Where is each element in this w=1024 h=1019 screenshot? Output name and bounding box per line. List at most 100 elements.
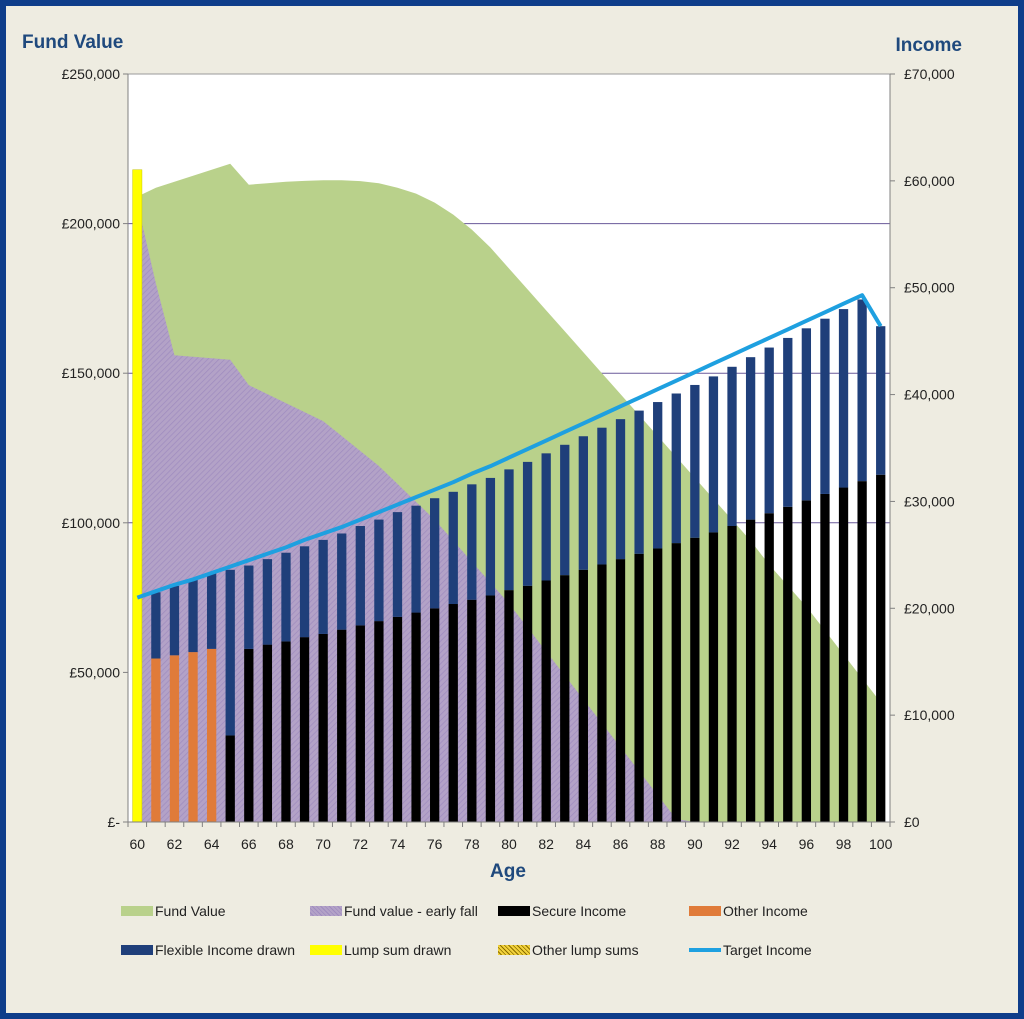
x-tick-label: 82: [538, 836, 554, 852]
right-tick-label: £50,000: [904, 280, 955, 296]
flexible-income-bar: [318, 539, 328, 634]
x-tick-label: 72: [353, 836, 369, 852]
secure-income-bar: [634, 553, 644, 822]
secure-income-bar: [281, 641, 291, 822]
flexible-income-bar: [745, 357, 756, 520]
secure-income-bar: [244, 648, 254, 822]
flexible-income-bar: [615, 419, 626, 560]
secure-income-bar: [690, 537, 700, 822]
secure-income-bar: [411, 612, 421, 822]
right-tick-label: £30,000: [904, 493, 955, 509]
flexible-income-bar: [392, 512, 403, 617]
chart-frame: £- £50,000 £100,000 £150,000 £200,000 £250,00…: [6, 6, 1018, 1013]
flexible-income-bar: [485, 477, 496, 596]
secure-income-bar: [430, 608, 440, 822]
right-tick-label: £20,000: [904, 600, 955, 616]
flexible-income-bar: [374, 519, 384, 622]
flexible-income-bar: [411, 505, 421, 613]
x-tick-label: 80: [501, 836, 517, 852]
left-tick-label: £50,000: [69, 664, 120, 680]
secure-income-bar: [876, 474, 886, 822]
x-tick-label: 70: [315, 836, 331, 852]
chart-svg: £- £50,000 £100,000 £150,000 £200,000 £250,00…: [62, 66, 955, 852]
x-tick-label: 76: [427, 836, 443, 852]
secure-income-bar: [708, 532, 719, 822]
secure-income-bar: [225, 735, 235, 822]
x-tick-label: 60: [130, 836, 146, 852]
x-tick-label: 88: [650, 836, 666, 852]
secure-income-bar: [392, 616, 403, 822]
flexible-income-bar: [801, 328, 812, 501]
flexible-income-bar: [151, 592, 161, 659]
flexible-income-bar: [225, 569, 235, 736]
secure-income-bar: [820, 493, 830, 822]
secure-income-bar: [727, 526, 737, 822]
flexible-income-bar: [522, 461, 533, 586]
secure-income-bar: [318, 633, 328, 822]
flexible-income-bar: [262, 559, 273, 645]
left-tick-label: £100,000: [62, 515, 121, 531]
flexible-income-bar: [299, 546, 310, 638]
flexible-income-bar: [206, 573, 217, 649]
flexible-income-bar: [337, 533, 347, 630]
right-tick-label: £10,000: [904, 707, 955, 723]
right-tick-label: £40,000: [904, 387, 955, 403]
right-tick-label: £0: [904, 814, 920, 830]
flexible-income-bar: [876, 326, 886, 475]
left-tick-label: £200,000: [62, 216, 121, 232]
secure-income-bar: [541, 580, 551, 822]
flexible-income-bar: [857, 299, 867, 482]
x-tick-label: 94: [761, 836, 777, 852]
flexible-income-bar: [783, 337, 793, 507]
target-income-line: [136, 293, 883, 600]
secure-income-bar: [764, 513, 774, 822]
secure-income-bar: [801, 500, 812, 822]
secure-income-bar: [578, 569, 588, 822]
flexible-income-bar: [244, 565, 254, 649]
flexible-income-bar: [764, 347, 774, 514]
secure-income-bar: [560, 575, 570, 822]
flexible-income-bar: [597, 427, 607, 565]
x-tick-label: 96: [799, 836, 815, 852]
secure-income-bar: [615, 559, 626, 822]
left-tick-label: £250,000: [62, 66, 121, 82]
x-tick-label: 84: [576, 836, 592, 852]
x-tick-label: 74: [390, 836, 406, 852]
secure-income-bar: [262, 644, 273, 822]
secure-income-bar: [653, 548, 663, 822]
x-tick-label: 90: [687, 836, 703, 852]
flexible-income-bar: [560, 444, 570, 576]
x-axis-title: Age: [490, 861, 526, 882]
other-income-bar: [169, 655, 180, 822]
flexible-income-bar: [653, 402, 663, 549]
x-tick-label: 86: [613, 836, 629, 852]
x-tick-label: 66: [241, 836, 257, 852]
secure-income-bar: [374, 621, 384, 822]
secure-income-bar: [448, 604, 458, 822]
right-axis-title: Income: [895, 35, 962, 56]
flexible-income-bar: [690, 384, 700, 538]
right-tick-label: £70,000: [904, 66, 955, 82]
secure-income-bar: [522, 585, 533, 822]
flexible-income-bar: [281, 552, 291, 642]
flexible-income-bar: [820, 318, 830, 494]
secure-income-bar: [504, 590, 514, 822]
secure-income-bar: [783, 506, 793, 822]
secure-income-bar: [671, 543, 681, 822]
left-tick-label: £-: [108, 814, 121, 830]
x-tick-label: 62: [167, 836, 183, 852]
secure-income-bar: [355, 625, 365, 822]
x-tick-label: 68: [278, 836, 294, 852]
secure-income-bar: [337, 629, 347, 822]
flexible-income-bar: [448, 491, 458, 605]
secure-income-bar: [857, 481, 867, 822]
left-axis-title: Fund Value: [22, 32, 124, 53]
x-tick-label: 64: [204, 836, 220, 852]
flexible-income-bar: [430, 498, 440, 609]
x-tick-label: 92: [724, 836, 740, 852]
secure-income-bar: [838, 487, 849, 822]
lump-sum-bar: [132, 169, 143, 823]
secure-income-bar: [485, 595, 496, 822]
flexible-income-bar: [169, 585, 180, 656]
other-income-bar: [188, 652, 198, 822]
